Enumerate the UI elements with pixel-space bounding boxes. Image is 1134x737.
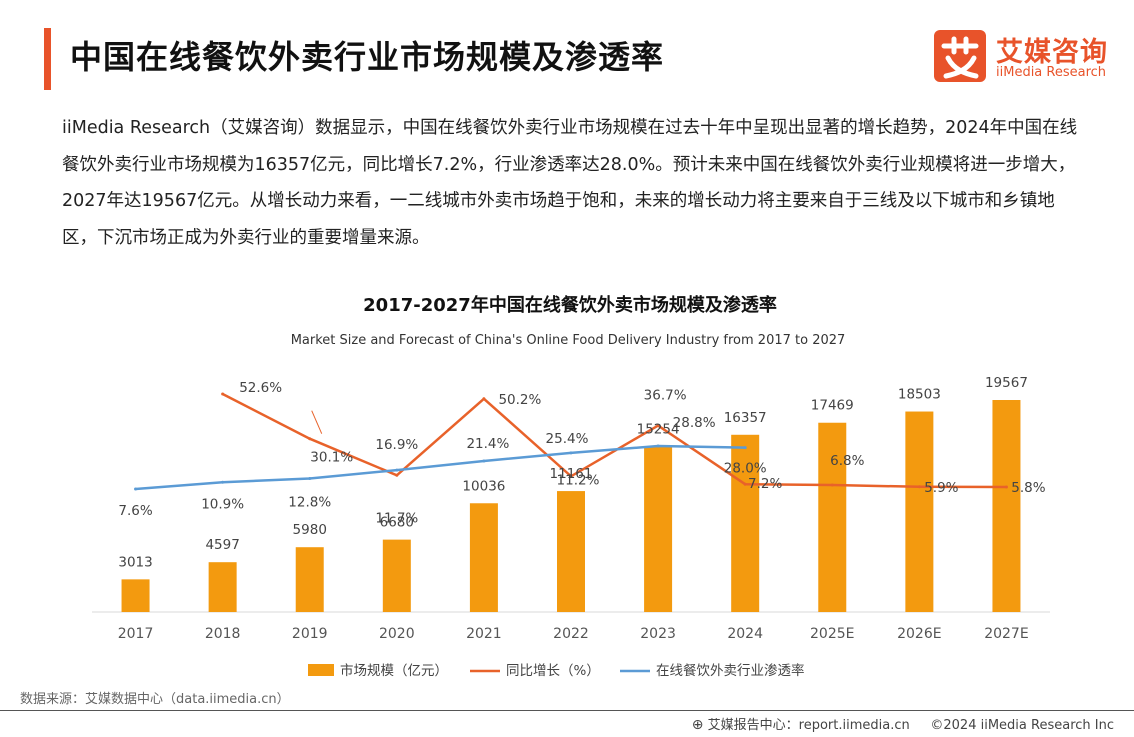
bar-label-2022: 11161: [550, 466, 593, 482]
growth-label-2026E: 5.9%: [924, 480, 958, 496]
chart-subtitle: Market Size and Forecast of China's Onli…: [291, 333, 846, 348]
x-tick-2027E: 2027E: [984, 626, 1028, 642]
growth-point-2024: [743, 482, 747, 486]
x-tick-2025E: 2025E: [810, 626, 854, 642]
logo-icon: [934, 30, 986, 82]
bar-2026E: [905, 411, 934, 612]
growth-label-2025E: 6.8%: [830, 453, 864, 469]
penetration-label-2017: 7.6%: [118, 503, 152, 519]
bar-label-2027E: 19567: [985, 375, 1028, 391]
penetration-label-2020: 16.9%: [375, 437, 418, 453]
bar-2024: [731, 434, 760, 612]
title-accent-bar: [44, 28, 51, 90]
bar-label-2019: 5980: [293, 522, 327, 538]
growth-point-2023: [656, 424, 660, 428]
growth-point-2025E: [830, 483, 834, 487]
penetration-point-2019: [308, 476, 312, 480]
penetration-label-2023: 28.8%: [673, 415, 716, 431]
growth-point-2020: [395, 473, 399, 477]
penetration-point-2024: [743, 446, 747, 450]
penetration-point-2017: [134, 487, 138, 491]
x-tick-2021: 2021: [466, 626, 502, 642]
penetration-label-2021: 21.4%: [466, 436, 509, 452]
bar-label-2020: 6680: [380, 515, 414, 531]
penetration-point-2023: [656, 444, 660, 448]
growth-point-2027E: [1004, 485, 1008, 489]
bar-2019: [295, 547, 324, 612]
x-tick-2026E: 2026E: [897, 626, 941, 642]
footer-copyright: ©2024 iiMedia Research Inc: [930, 718, 1114, 733]
bar-2018: [208, 562, 237, 612]
bar-2020: [382, 539, 411, 612]
bar-label-2017: 3013: [118, 554, 152, 570]
legend-label-penetration: 在线餐饮外卖行业渗透率: [656, 662, 805, 679]
chart-title: 2017-2027年中国在线餐饮外卖市场规模及渗透率: [363, 294, 777, 316]
growth-label-2018: 52.6%: [239, 380, 282, 396]
bar-2025E: [818, 422, 847, 612]
penetration-point-2018: [221, 480, 225, 484]
bar-label-2026E: 18503: [898, 387, 941, 403]
growth-point-2026E: [917, 485, 921, 489]
footer-report-link[interactable]: 艾媒报告中心：report.iimedia.cn: [707, 718, 910, 733]
penetration-label-2022: 25.4%: [546, 431, 589, 447]
penetration-label-2018: 10.9%: [201, 496, 244, 512]
globe-icon: ⊕: [691, 717, 704, 733]
x-tick-2023: 2023: [640, 626, 676, 642]
page-title: 中国在线餐饮外卖行业市场规模及渗透率: [70, 38, 665, 76]
bar-label-2024: 16357: [724, 410, 767, 426]
x-tick-2017: 2017: [118, 626, 154, 642]
logo-text-cn: 艾媒咨询: [996, 37, 1108, 68]
penetration-point-2020: [395, 468, 399, 472]
bar-2017: [121, 579, 150, 612]
intro-paragraph: iiMedia Research（艾媒咨询）数据显示，中国在线餐饮外卖行业市场规…: [62, 118, 1078, 248]
growth-label-2027E: 5.8%: [1011, 480, 1045, 496]
legend-swatch-market-size: [308, 664, 334, 676]
x-tick-2024: 2024: [727, 626, 763, 642]
logo-text-en: iiMedia Research: [996, 65, 1107, 80]
growth-point-2021: [482, 397, 486, 401]
growth-point-2018: [221, 392, 225, 396]
growth-label-2020: 11.7%: [375, 510, 418, 526]
x-tick-2019: 2019: [292, 626, 328, 642]
penetration-label-2019: 12.8%: [288, 494, 331, 510]
brand-logo: 艾媒咨询 iiMedia Research: [934, 30, 1119, 86]
legend-label-market-size: 市场规模（亿元）: [340, 662, 448, 679]
growth-label-2021: 50.2%: [498, 392, 541, 408]
bar-2021: [469, 503, 498, 612]
growth-label-2022: 11.2%: [557, 472, 600, 488]
penetration-rate-line: [135, 444, 746, 491]
growth-point-2022: [569, 474, 573, 478]
growth-label-leader: [311, 410, 323, 434]
growth-label-2024: 7.2%: [748, 476, 782, 492]
footer-divider: [0, 710, 1134, 711]
bar-label-2023: 15254: [637, 422, 680, 438]
growth-label-2019: 30.1%: [310, 450, 353, 466]
bar-2022: [557, 491, 585, 612]
bar-label-2021: 10036: [462, 478, 505, 494]
x-tick-2018: 2018: [205, 626, 241, 642]
penetration-point-2021: [482, 459, 486, 463]
bar-2027E: [992, 400, 1021, 612]
market-size-chart: 2017-2027年中国在线餐饮外卖市场规模及渗透率 Market Size a…: [92, 294, 1050, 679]
bar-label-2018: 4597: [205, 537, 239, 553]
footer: ⊕ 艾媒报告中心：report.iimedia.cn ©2024 iiMedia…: [692, 714, 1114, 733]
data-source-note: 数据来源：艾媒数据中心（data.iimedia.cn）: [20, 692, 290, 707]
x-tick-2020: 2020: [379, 626, 415, 642]
legend-label-growth: 同比增长（%）: [506, 663, 600, 679]
growth-point-2019: [308, 437, 312, 441]
bar-2023: [644, 446, 673, 612]
growth-rate-line: [222, 392, 1007, 489]
growth-label-2023: 36.7%: [644, 388, 687, 404]
penetration-point-2022: [569, 451, 573, 455]
penetration-label-2024: 28.0%: [724, 461, 767, 477]
bar-label-2025E: 17469: [811, 398, 854, 414]
x-tick-2022: 2022: [553, 626, 589, 642]
